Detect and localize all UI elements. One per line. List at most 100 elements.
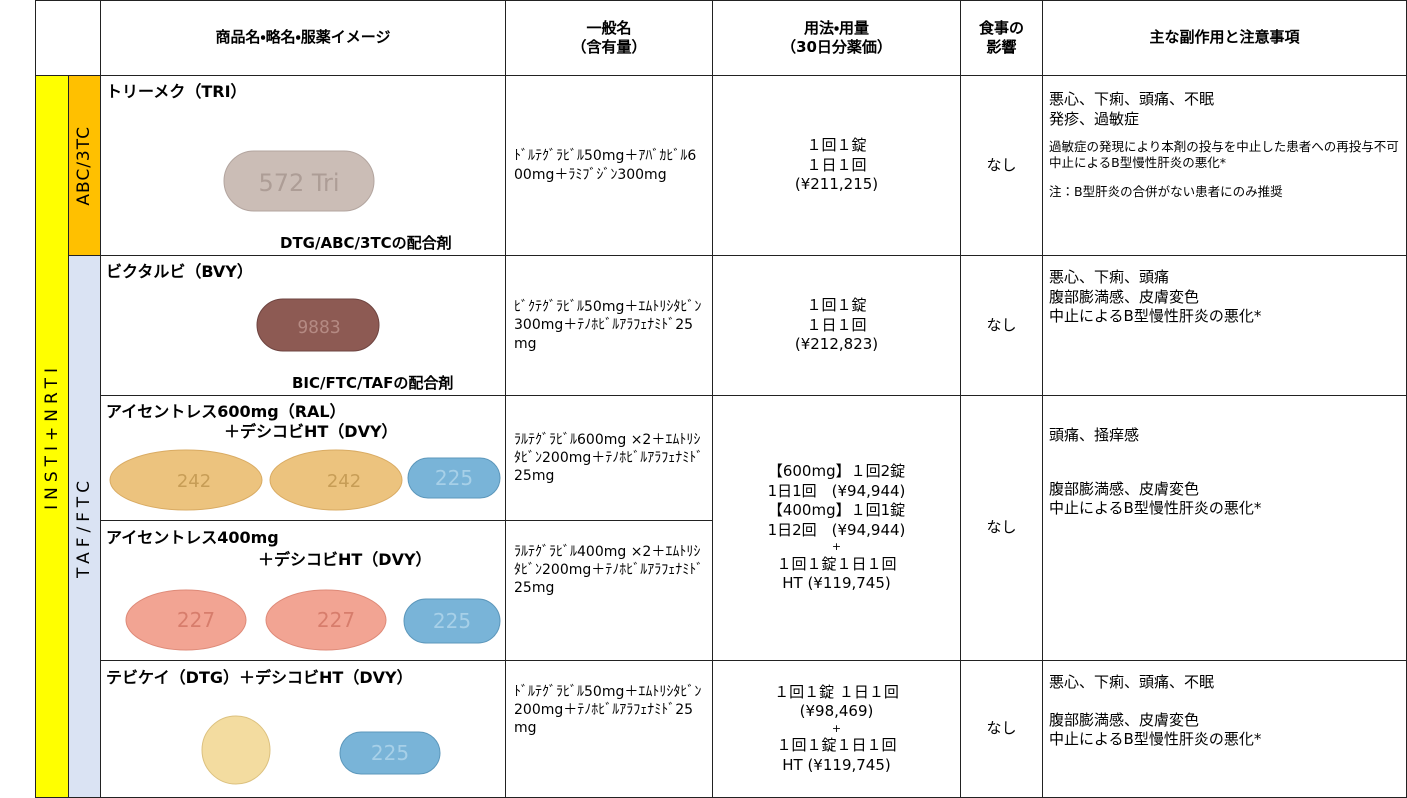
header-text: （含有量） [571,38,647,56]
generic-cell: ﾋﾞｸﾃｸﾞﾗﾋﾞﾙ50mg＋ｴﾑﾄﾘｼﾀﾋﾞﾝ300mg＋ﾃﾉﾎﾋﾞﾙｱﾗﾌｪ… [505,255,713,396]
generic-cell: ﾄﾞﾙﾃｸﾞﾗﾋﾞﾙ50mg＋ｴﾑﾄﾘｼﾀﾋﾞﾝ200mg＋ﾃﾉﾎﾋﾞﾙｱﾗﾌｪ… [505,660,713,798]
generic-text: ﾗﾙﾃｸﾞﾗﾋﾞﾙ400mg ×2＋ｴﾑﾄﾘｼﾀﾋﾞﾝ200mg＋ﾃﾉﾎﾋﾞﾙｱ… [514,544,704,597]
dosage-text: HT (¥119,745) [782,755,891,774]
pill [407,457,501,499]
dosage-cell: １回１錠 １日１回 (¥98,469) +１回１錠１日１回 HT (¥119,745) [712,660,961,798]
header-corner [35,0,101,76]
group-label: ABC/3TC [74,125,95,206]
dosage-text: 1日2回 (¥94,944) [767,520,906,539]
side-effect: 頭痛、掻痒感 [1049,426,1140,444]
pill-imprint: 572 Tri [258,169,339,197]
generic-cell: ﾄﾞﾙﾃｸﾞﾗﾋﾞﾙ50mg＋ｱﾊﾞｶﾋﾞﾙ600mg＋ﾗﾐﾌﾞｼﾞﾝ300mg [505,75,713,256]
generic-cell: ﾗﾙﾃｸﾞﾗﾋﾞﾙ400mg ×2＋ｴﾑﾄﾘｼﾀﾋﾞﾝ200mg＋ﾃﾉﾎﾋﾞﾙｱ… [505,520,713,661]
dosage-text: １回１錠１日１回 [776,736,897,755]
side-effects-cell: 悪心、下痢、頭痛 腹部膨満感、皮膚変色 中止によるB型慢性肝炎の悪化* [1042,255,1407,396]
food-text: なし [986,719,1017,738]
header-text: 影響 [986,38,1017,56]
pill-imprint: 225 [435,466,473,490]
header-text: 主な副作用と注意事項 [1149,28,1300,47]
pill-imprint: 242 [327,471,361,492]
drug-caption: BIC/FTC/TAFの配合剤 [292,374,454,392]
side-effect: 悪心、下痢、頭痛、不眠 [1049,90,1215,108]
drug-name: ＋デシコビHT（DVY） [224,422,398,441]
drug-caption: DTG/ABC/3TCの配合剤 [280,234,452,252]
side-effect-note: 過敏症の発現により本剤の投与を中止した患者への再投与不可 [1049,139,1399,154]
dosage-cell: 【600mg】１回2錠 1日1回 (¥94,944) 【400mg】１回1錠 1日2回… [712,395,961,661]
header-cell: 商品名・略名・服薬イメージ [100,0,506,76]
side-effect: 中止によるB型慢性肝炎の悪化* [1049,730,1262,748]
pill [223,150,375,212]
dosage-text: + [831,540,842,554]
food-cell: なし [960,255,1043,396]
group-cell: ABC/3TC [68,75,101,256]
dosage-text: (¥212,823) [794,335,879,354]
dosage-text: 【600mg】１回2錠 [767,462,906,481]
pill-image: 225 [201,715,441,785]
side-effect: 発疹、過敏症 [1049,109,1140,128]
dosage-cell: １回１錠 １日１回 (¥211,215) [712,75,961,256]
header-text: 用法・用量 [803,18,870,37]
dosage-text: 【400mg】１回1錠 [767,501,906,520]
side-effects-cell: 悪心、下痢、頭痛、不眠 腹部膨満感、皮膚変色 中止によるB型慢性肝炎の悪化* [1042,660,1407,798]
food-cell: なし [960,660,1043,798]
drug-name: トリーメク（TRI） [106,82,247,101]
generic-text: ﾗﾙﾃｸﾞﾗﾋﾞﾙ600mg ×2＋ｴﾑﾄﾘｼﾀﾋﾞﾝ200mg＋ﾃﾉﾎﾋﾞﾙｱ… [514,431,704,485]
generic-text: ﾄﾞﾙﾃｸﾞﾗﾋﾞﾙ50mg＋ｴﾑﾄﾘｼﾀﾋﾞﾝ200mg＋ﾃﾉﾎﾋﾞﾙｱﾗﾌｪ… [514,684,702,737]
pill [403,598,501,644]
dosage-cell: １回１錠 １日１回 (¥212,823) [712,255,961,396]
group-label: TAF/FTC [74,475,95,578]
dosage-text: １回１錠 [806,136,867,155]
pill-imprint: 227 [317,608,355,632]
food-text: なし [986,155,1017,174]
dosage-text: １日１回 [806,315,867,334]
pill-image: 227 227 225 [125,589,501,651]
pill [265,589,387,651]
side-effect: 腹部膨満感、皮膚変色 [1049,287,1200,306]
drug-name: アイセントレス400mg [106,528,279,547]
generic-cell: ﾗﾙﾃｸﾞﾗﾋﾞﾙ600mg ×2＋ｴﾑﾄﾘｼﾀﾋﾞﾝ200mg＋ﾃﾉﾎﾋﾞﾙｱ… [505,395,713,521]
dosage-text: １日１回 [806,155,867,174]
drug-name: ＋デシコビHT（DVY） [258,550,432,569]
pill-imprint: 242 [177,471,211,492]
header-text: 商品名・略名・服薬イメージ [215,28,391,47]
footnote: 注：B型肝炎の合併がない患者にのみ推奨 [1049,183,1283,199]
pill-imprint: 225 [371,741,409,765]
side-effect: 腹部膨満感、皮膚変色 [1049,479,1200,498]
generic-text: ﾄﾞﾙﾃｸﾞﾗﾋﾞﾙ50mg＋ｱﾊﾞｶﾋﾞﾙ600mg＋ﾗﾐﾌﾞｼﾞﾝ300mg [514,148,697,183]
dosage-text: (¥98,469) [799,702,874,721]
pill [201,715,271,785]
dosage-text: + [831,721,842,735]
header-text: 食事の [978,18,1024,37]
header-cell: 食事の 影響 [960,0,1043,76]
pill-image: 572 Tri [223,150,375,212]
header-text: （30日分薬価） [781,38,892,56]
generic-text: ﾋﾞｸﾃｸﾞﾗﾋﾞﾙ50mg＋ｴﾑﾄﾘｼﾀﾋﾞﾝ300mg＋ﾃﾉﾎﾋﾞﾙｱﾗﾌｪ… [514,299,702,352]
drug-name: ビクタルビ（BVY） [106,262,253,281]
pill-imprint: 225 [433,609,471,633]
header-cell: 用法・用量 （30日分薬価） [712,0,961,76]
drug-name: アイセントレス600mg（RAL） [106,402,346,421]
dosage-text: １回１錠 １日１回 [774,682,899,701]
pill [125,589,247,651]
side-effects-cell: 頭痛、掻痒感腹部膨満感、皮膚変色 中止によるB型慢性肝炎の悪化* [1042,395,1407,661]
side-effects-cell: 悪心、下痢、頭痛、不眠 発疹、過敏症 過敏症の発現により本剤の投与を中止した患者へ… [1042,75,1407,256]
side-effect: 悪心、下痢、頭痛、不眠 [1049,673,1215,691]
header-cell: 一般名 （含有量） [505,0,713,76]
side-effect-note: 中止によるB型慢性肝炎の悪化* [1049,155,1226,171]
pill-imprint: 9883 [297,317,340,338]
dosage-text: １回１錠１日１回 [776,554,897,573]
food-text: なし [986,518,1017,537]
dosage-text: HT (¥119,745) [782,574,891,593]
pill-image: 9883 [256,298,380,352]
food-cell: なし [960,395,1043,661]
pill [109,449,263,511]
side-effect: 中止によるB型慢性肝炎の悪化* [1049,307,1262,325]
class-cell: INSTI+NRTI [35,75,69,798]
side-effect: 中止によるB型慢性肝炎の悪化* [1049,499,1262,517]
group-cell: TAF/FTC [68,255,101,798]
pill-imprint: 227 [177,608,215,632]
dosage-text: (¥211,215) [794,175,879,194]
drug-name: テビケイ（DTG）＋デシコビHT（DVY） [106,668,413,687]
